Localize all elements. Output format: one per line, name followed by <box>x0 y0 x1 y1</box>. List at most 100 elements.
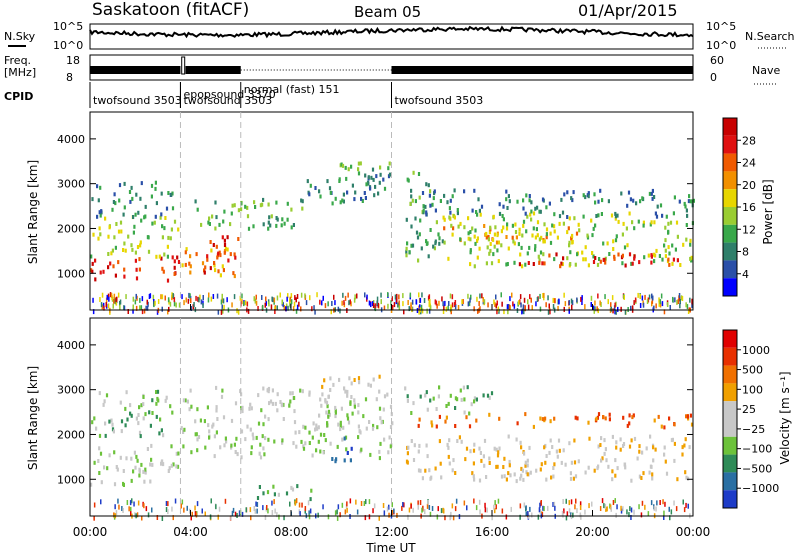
ground-scatter-cell <box>249 507 252 513</box>
data-cell <box>526 472 529 477</box>
ground-scatter-cell <box>265 300 267 306</box>
data-cell <box>478 208 481 213</box>
data-cell <box>592 254 595 259</box>
data-cell <box>633 226 636 231</box>
data-cell <box>667 257 670 262</box>
data-cell <box>516 199 519 204</box>
ground-scatter-cell <box>304 293 306 299</box>
ground-scatter-cell <box>123 305 125 311</box>
data-cell <box>138 473 141 478</box>
data-cell <box>492 252 495 257</box>
ground-scatter-cell <box>540 500 542 505</box>
data-cell <box>346 393 349 398</box>
data-cell <box>614 458 617 463</box>
data-cell <box>373 193 376 198</box>
data-cell <box>558 214 562 219</box>
data-cell <box>522 477 525 482</box>
data-cell <box>319 432 323 437</box>
data-cell <box>473 396 476 401</box>
data-cell <box>189 388 192 393</box>
data-cell <box>410 439 413 443</box>
data-cell <box>359 430 362 435</box>
data-cell <box>166 278 170 283</box>
ground-scatter-cell <box>402 293 404 299</box>
data-cell <box>367 382 370 387</box>
data-cell <box>438 385 441 390</box>
data-cell <box>380 420 383 425</box>
data-cell <box>545 232 548 237</box>
data-cell <box>184 262 187 267</box>
ground-scatter-cell <box>271 296 273 302</box>
ground-scatter-cell <box>398 294 400 300</box>
data-cell <box>478 478 482 483</box>
data-cell <box>438 439 441 444</box>
data-cell <box>210 248 213 253</box>
ground-scatter-cell <box>566 511 569 517</box>
ground-scatter-cell <box>509 296 511 302</box>
data-cell <box>147 249 151 254</box>
data-cell <box>111 422 114 427</box>
data-cell <box>160 428 163 433</box>
data-cell <box>112 429 115 434</box>
data-cell <box>576 252 579 257</box>
data-cell <box>429 189 432 194</box>
data-cell <box>175 464 178 469</box>
colorbar-swatch <box>723 118 737 136</box>
ground-scatter-cell <box>327 514 330 520</box>
ground-scatter-cell <box>484 507 487 513</box>
colorbar-tick-label: 1000 <box>742 344 770 357</box>
data-cell <box>341 437 344 442</box>
data-cell <box>237 208 240 213</box>
data-cell <box>427 254 430 259</box>
data-cell <box>150 194 153 199</box>
ground-scatter-cell <box>614 498 616 504</box>
data-cell <box>430 475 433 480</box>
ground-scatter-cell <box>167 509 169 515</box>
data-cell <box>518 262 521 267</box>
ground-scatter-cell <box>658 297 660 303</box>
ground-scatter-cell <box>620 306 622 312</box>
ground-scatter-cell <box>410 503 412 509</box>
data-cell <box>249 402 252 407</box>
data-cell <box>412 401 415 406</box>
data-cell <box>324 399 327 404</box>
ground-scatter-cell <box>669 305 671 310</box>
ground-scatter-cell <box>542 505 544 511</box>
data-cell <box>349 400 352 405</box>
data-cell <box>371 426 375 431</box>
ground-scatter-cell <box>616 504 618 510</box>
ground-scatter-cell <box>167 309 169 315</box>
data-cell <box>140 462 143 467</box>
data-cell <box>267 417 270 422</box>
ground-scatter-cell <box>183 507 185 513</box>
data-cell <box>573 460 577 465</box>
data-cell <box>342 192 345 197</box>
data-cell <box>432 396 435 401</box>
data-cell <box>357 403 360 408</box>
data-cell <box>424 393 427 398</box>
ground-scatter-cell <box>653 505 655 511</box>
data-cell <box>100 480 103 485</box>
data-cell <box>558 221 561 226</box>
ground-scatter-cell <box>350 301 352 307</box>
ground-scatter-cell <box>644 504 646 510</box>
ground-scatter-cell <box>669 515 671 521</box>
data-cell <box>471 208 474 213</box>
ground-scatter-cell <box>604 294 606 300</box>
nsearch-label: N.Search <box>745 30 795 43</box>
data-cell <box>275 223 278 228</box>
ground-scatter-cell <box>174 498 177 504</box>
data-cell <box>438 414 441 419</box>
data-cell <box>602 241 605 246</box>
data-cell <box>119 455 122 460</box>
data-cell <box>144 467 147 472</box>
ground-scatter-cell <box>423 298 426 303</box>
data-cell <box>255 435 258 440</box>
ground-scatter-cell <box>470 294 472 300</box>
ground-scatter-cell <box>103 305 105 311</box>
data-cell <box>171 410 174 415</box>
data-cell <box>264 436 267 441</box>
data-cell <box>548 201 551 206</box>
